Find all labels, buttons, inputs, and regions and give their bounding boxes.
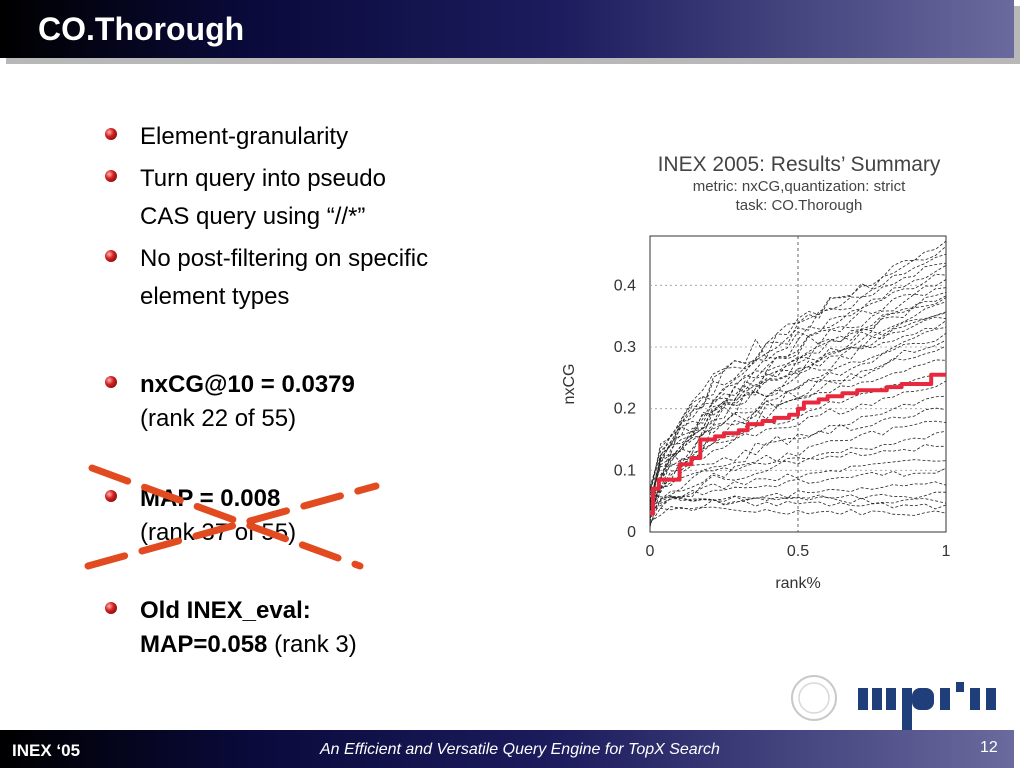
series-line — [649, 312, 947, 512]
mpi-logo — [790, 672, 1020, 737]
y-tick-label: 0.1 — [614, 462, 636, 479]
bullet-dot-icon — [105, 490, 117, 502]
series-line — [649, 495, 947, 510]
old-map-rank: (rank 3) — [267, 631, 357, 658]
y-tick-label: 0.2 — [614, 401, 636, 418]
series-line — [649, 295, 947, 522]
series-line — [649, 506, 947, 516]
nxcg-rank: (rank 22 of 55) — [140, 405, 297, 432]
series-line — [649, 264, 947, 512]
x-tick-label: 0.5 — [787, 543, 809, 560]
series-line — [649, 459, 947, 510]
x-tick-label: 0 — [646, 543, 655, 560]
bullet-text: Element-granularity — [140, 123, 349, 150]
bullet-dot-icon — [105, 602, 117, 614]
series-line — [649, 291, 947, 520]
bullet-dot-icon — [105, 376, 117, 388]
series-line — [649, 420, 947, 517]
title-bar: CO.Thorough — [0, 0, 1014, 58]
series-line — [649, 359, 947, 502]
series-line — [649, 262, 947, 488]
series-line — [649, 444, 947, 494]
x-axis-label: rank% — [775, 575, 820, 592]
series-line — [649, 467, 947, 507]
nxcg-chart: 0 0.1 0.2 0.3 0.4 0 0.5 1 rank% nxCG — [561, 235, 951, 592]
chart-subtitle-metric: metric: nxCG,quantization: strict — [692, 178, 906, 195]
slide-title: CO.Thorough — [38, 11, 245, 47]
bullet-dot-icon — [105, 250, 117, 262]
series-line — [649, 481, 947, 522]
series-line — [649, 279, 947, 504]
cross-stroke-1 — [88, 464, 364, 570]
x-tick-label: 1 — [942, 543, 951, 560]
series-line — [649, 301, 947, 510]
cross-stroke-2 — [84, 482, 380, 570]
series-line — [649, 430, 947, 525]
old-inex-label: Old INEX_eval: — [140, 597, 311, 624]
series-line — [649, 297, 947, 504]
seal-icon — [791, 675, 837, 721]
series-line — [649, 339, 947, 528]
bullet-text: CAS query using “//*” — [140, 203, 366, 230]
bullet-text: element types — [140, 283, 290, 310]
highlight-series-line — [650, 372, 946, 516]
series-line — [649, 493, 947, 504]
series-line — [649, 395, 947, 525]
footer-conference: INEX ‘05 — [12, 741, 81, 760]
nxcg-value: nxCG@10 = 0.0379 — [140, 371, 355, 398]
chart-title: INEX 2005: Results’ Summary — [657, 153, 941, 176]
y-tick-label: 0.4 — [614, 277, 636, 294]
bullet-text: Turn query into pseudo — [140, 165, 386, 192]
y-tick-label: 0.3 — [614, 339, 636, 356]
old-inex-map: MAP=0.058 (rank 3) — [140, 626, 357, 664]
series-line — [649, 320, 947, 501]
footer-bar: INEX ‘05 An Efficient and Versatile Quer… — [0, 730, 1014, 768]
bullet-dot-icon — [105, 170, 117, 182]
series-line — [649, 273, 947, 490]
footer-talk-title: An Efficient and Versatile Query Engine … — [320, 741, 720, 758]
series-line — [649, 311, 947, 493]
page-number: 12 — [980, 739, 998, 756]
series-line — [649, 253, 947, 495]
series-line — [649, 407, 947, 506]
y-axis-label: nxCG — [561, 364, 578, 405]
series-line — [649, 245, 947, 504]
chart-subtitle-task: task: CO.Thorough — [735, 197, 863, 214]
y-tick-label: 0 — [627, 524, 636, 541]
bullet-text: No post-filtering on specific — [140, 245, 429, 272]
old-map-value: MAP=0.058 — [140, 631, 268, 658]
bullet-dot-icon — [105, 128, 117, 140]
logo-letters — [858, 682, 996, 730]
